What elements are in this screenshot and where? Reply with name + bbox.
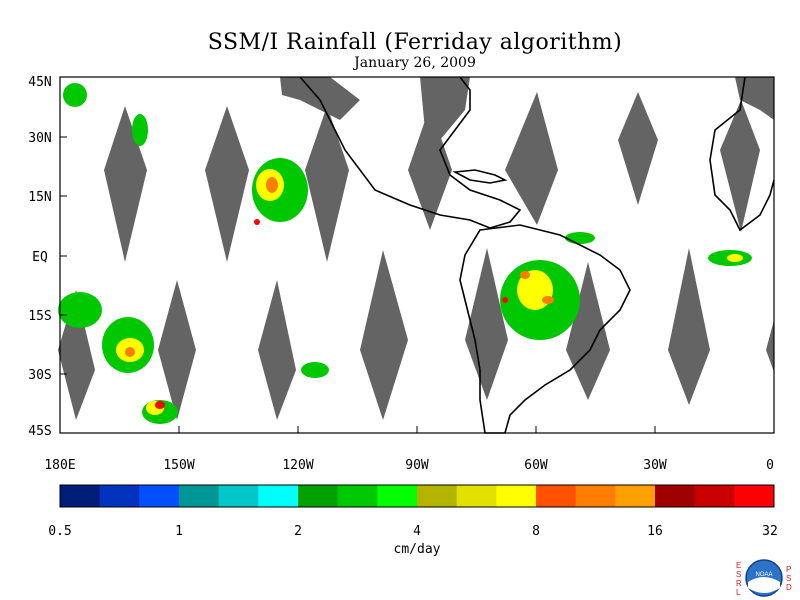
colorbar xyxy=(59,484,775,508)
noaa-text: NOAA xyxy=(755,572,772,578)
rainfall-patches xyxy=(58,83,752,424)
lon-label-90w: 90W xyxy=(405,458,429,473)
lon-label-120w: 120W xyxy=(282,458,313,473)
colorbar-swatch xyxy=(179,485,220,507)
lat-label-15n: 15N xyxy=(28,190,51,205)
axis-ticks xyxy=(59,76,775,434)
colorbar-label-16: 16 xyxy=(647,524,663,539)
lat-label-30n: 30N xyxy=(28,131,51,146)
colorbar-swatch xyxy=(337,485,378,507)
colorbar-swatch xyxy=(258,485,299,507)
colorbar-swatch xyxy=(456,485,497,507)
lon-label-30w: 30W xyxy=(643,458,667,473)
colorbar-label-8: 8 xyxy=(532,524,540,539)
lat-label-45s: 45S xyxy=(28,424,51,439)
colorbar-swatch xyxy=(377,485,418,507)
colorbar-swatch xyxy=(536,485,577,507)
longitude-labels: 180E 150W 120W 90W 60W 30W 0 xyxy=(44,458,774,473)
swath-gaps xyxy=(58,77,774,420)
colorbar-border xyxy=(59,484,775,508)
latitude-labels: 45N 30N 15N EQ 15S 30S 45S xyxy=(28,75,51,439)
svg-text:D: D xyxy=(786,583,792,592)
svg-text:E: E xyxy=(736,561,741,570)
svg-text:S: S xyxy=(786,574,791,583)
colorbar-label-0-5: 0.5 xyxy=(48,524,71,539)
colorbar-swatch xyxy=(694,485,735,507)
colorbar-unit: cm/day xyxy=(394,542,441,557)
svg-text:L: L xyxy=(736,588,741,597)
svg-text:R: R xyxy=(736,579,742,588)
colorbar-swatch xyxy=(218,485,259,507)
colorbar-label-2: 2 xyxy=(294,524,302,539)
colorbar-swatch xyxy=(496,485,537,507)
colorbar-swatch xyxy=(734,485,775,507)
map-title: SSM/I Rainfall (Ferriday algorithm) xyxy=(207,30,623,55)
colorbar-swatch xyxy=(60,485,101,507)
colorbar-label-32: 32 xyxy=(762,524,778,539)
lat-label-15s: 15S xyxy=(28,309,51,324)
colorbar-label-1: 1 xyxy=(175,524,183,539)
lon-label-180e: 180E xyxy=(44,458,75,473)
colorbar-swatch xyxy=(575,485,616,507)
lat-label-eq: EQ xyxy=(32,250,48,265)
coastlines xyxy=(299,76,775,434)
map-date: January 26, 2009 xyxy=(354,55,476,71)
lat-label-30s: 30S xyxy=(28,368,51,383)
colorbar-swatch xyxy=(615,485,656,507)
colorbar-swatch xyxy=(655,485,696,507)
lat-label-45n: 45N xyxy=(28,75,51,90)
psd-letters: PSD xyxy=(786,565,792,592)
svg-text:S: S xyxy=(736,570,741,579)
colorbar-swatch xyxy=(298,485,339,507)
colorbar-labels: 0.5 1 2 4 8 16 32 cm/day xyxy=(48,524,778,557)
lon-label-0: 0 xyxy=(766,458,774,473)
colorbar-swatch xyxy=(99,485,140,507)
lon-label-150w: 150W xyxy=(163,458,194,473)
map-area: 45N 30N 15N EQ 15S 30S 45S 180E 150W 120… xyxy=(28,75,775,473)
colorbar-swatch xyxy=(139,485,180,507)
svg-text:P: P xyxy=(786,565,791,574)
colorbar-label-4: 4 xyxy=(413,524,421,539)
lon-label-60w: 60W xyxy=(524,458,548,473)
colorbar-swatch xyxy=(417,485,458,507)
